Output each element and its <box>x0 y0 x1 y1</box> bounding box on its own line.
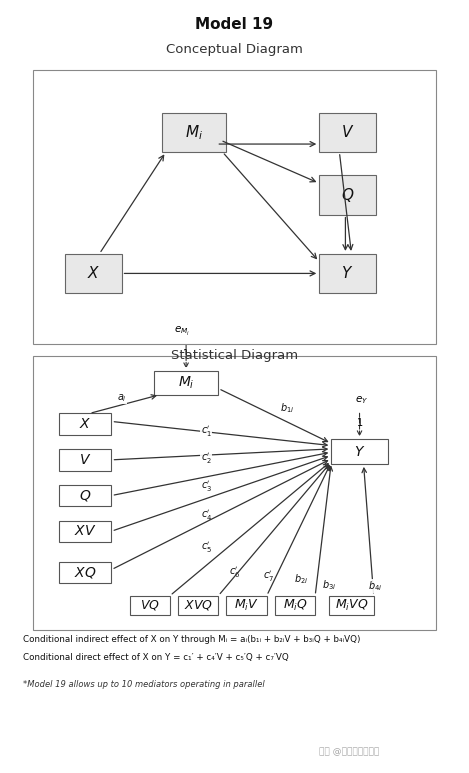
FancyBboxPatch shape <box>319 113 376 152</box>
Text: $a_i$: $a_i$ <box>117 392 127 404</box>
Text: Statistical Diagram: Statistical Diagram <box>171 349 298 363</box>
Text: $V$: $V$ <box>341 124 354 140</box>
Text: $VQ$: $VQ$ <box>140 598 160 612</box>
Text: $Q$: $Q$ <box>79 488 91 503</box>
Text: $b_{3i}$: $b_{3i}$ <box>322 577 336 591</box>
Text: Conceptual Diagram: Conceptual Diagram <box>166 43 303 56</box>
FancyBboxPatch shape <box>331 439 388 464</box>
FancyBboxPatch shape <box>227 596 267 615</box>
Text: $X$: $X$ <box>87 265 100 281</box>
FancyBboxPatch shape <box>329 596 374 615</box>
Text: 知乎 @大师姐数据分析: 知乎 @大师姐数据分析 <box>319 747 379 756</box>
Text: 1: 1 <box>183 349 189 359</box>
FancyBboxPatch shape <box>65 254 121 293</box>
Text: Model 19: Model 19 <box>196 17 273 32</box>
Text: $b_{4i}$: $b_{4i}$ <box>369 579 383 593</box>
Text: $Q$: $Q$ <box>341 186 354 204</box>
Text: Conditional direct effect of X on Y = c₁′ + c₄′V + c₅′Q + c₇′VQ: Conditional direct effect of X on Y = c₁… <box>23 653 289 662</box>
Text: $c_3'$: $c_3'$ <box>201 479 212 494</box>
Text: $XV$: $XV$ <box>74 524 97 538</box>
Text: $c_7'$: $c_7'$ <box>263 569 274 584</box>
Text: $b_{1i}$: $b_{1i}$ <box>280 401 294 414</box>
Text: $c_1'$: $c_1'$ <box>201 424 212 439</box>
FancyBboxPatch shape <box>59 449 112 471</box>
FancyBboxPatch shape <box>319 254 376 293</box>
FancyBboxPatch shape <box>59 414 112 435</box>
FancyBboxPatch shape <box>178 596 219 615</box>
Text: $c_2'$: $c_2'$ <box>201 451 212 466</box>
FancyBboxPatch shape <box>275 596 315 615</box>
Text: $b_{2i}$: $b_{2i}$ <box>294 572 308 586</box>
Text: 1: 1 <box>356 418 363 427</box>
Text: $M_iVQ$: $M_iVQ$ <box>335 598 368 613</box>
FancyBboxPatch shape <box>59 562 112 583</box>
Text: $X$: $X$ <box>79 417 91 431</box>
Text: $c_6'$: $c_6'$ <box>229 565 240 580</box>
Text: $XVQ$: $XVQ$ <box>184 598 213 612</box>
Text: $M_i$: $M_i$ <box>178 375 195 391</box>
FancyBboxPatch shape <box>59 485 112 506</box>
Text: $V$: $V$ <box>79 453 91 467</box>
Text: $c_4'$: $c_4'$ <box>201 509 212 523</box>
FancyBboxPatch shape <box>154 371 219 395</box>
Text: $Y$: $Y$ <box>354 444 365 458</box>
Text: Conditional indirect effect of X on Y through Mᵢ = aᵢ(b₁ᵢ + b₂ᵢV + b₃ᵢQ + b₄ᵢVQ): Conditional indirect effect of X on Y th… <box>23 635 361 645</box>
FancyBboxPatch shape <box>162 113 227 152</box>
Text: $M_iV$: $M_iV$ <box>234 598 259 613</box>
Text: $M_iQ$: $M_iQ$ <box>282 598 308 613</box>
Text: $Y$: $Y$ <box>341 265 354 281</box>
Text: $XQ$: $XQ$ <box>74 565 97 580</box>
FancyBboxPatch shape <box>129 596 170 615</box>
Text: $e_{M_i}$: $e_{M_i}$ <box>174 325 190 338</box>
Text: $e_Y$: $e_Y$ <box>355 394 368 407</box>
FancyBboxPatch shape <box>59 520 112 542</box>
FancyBboxPatch shape <box>319 175 376 215</box>
Text: *Model 19 allows up to 10 mediators operating in parallel: *Model 19 allows up to 10 mediators oper… <box>23 680 265 690</box>
Text: $M_i$: $M_i$ <box>185 123 203 141</box>
Text: $c_5'$: $c_5'$ <box>201 540 212 555</box>
